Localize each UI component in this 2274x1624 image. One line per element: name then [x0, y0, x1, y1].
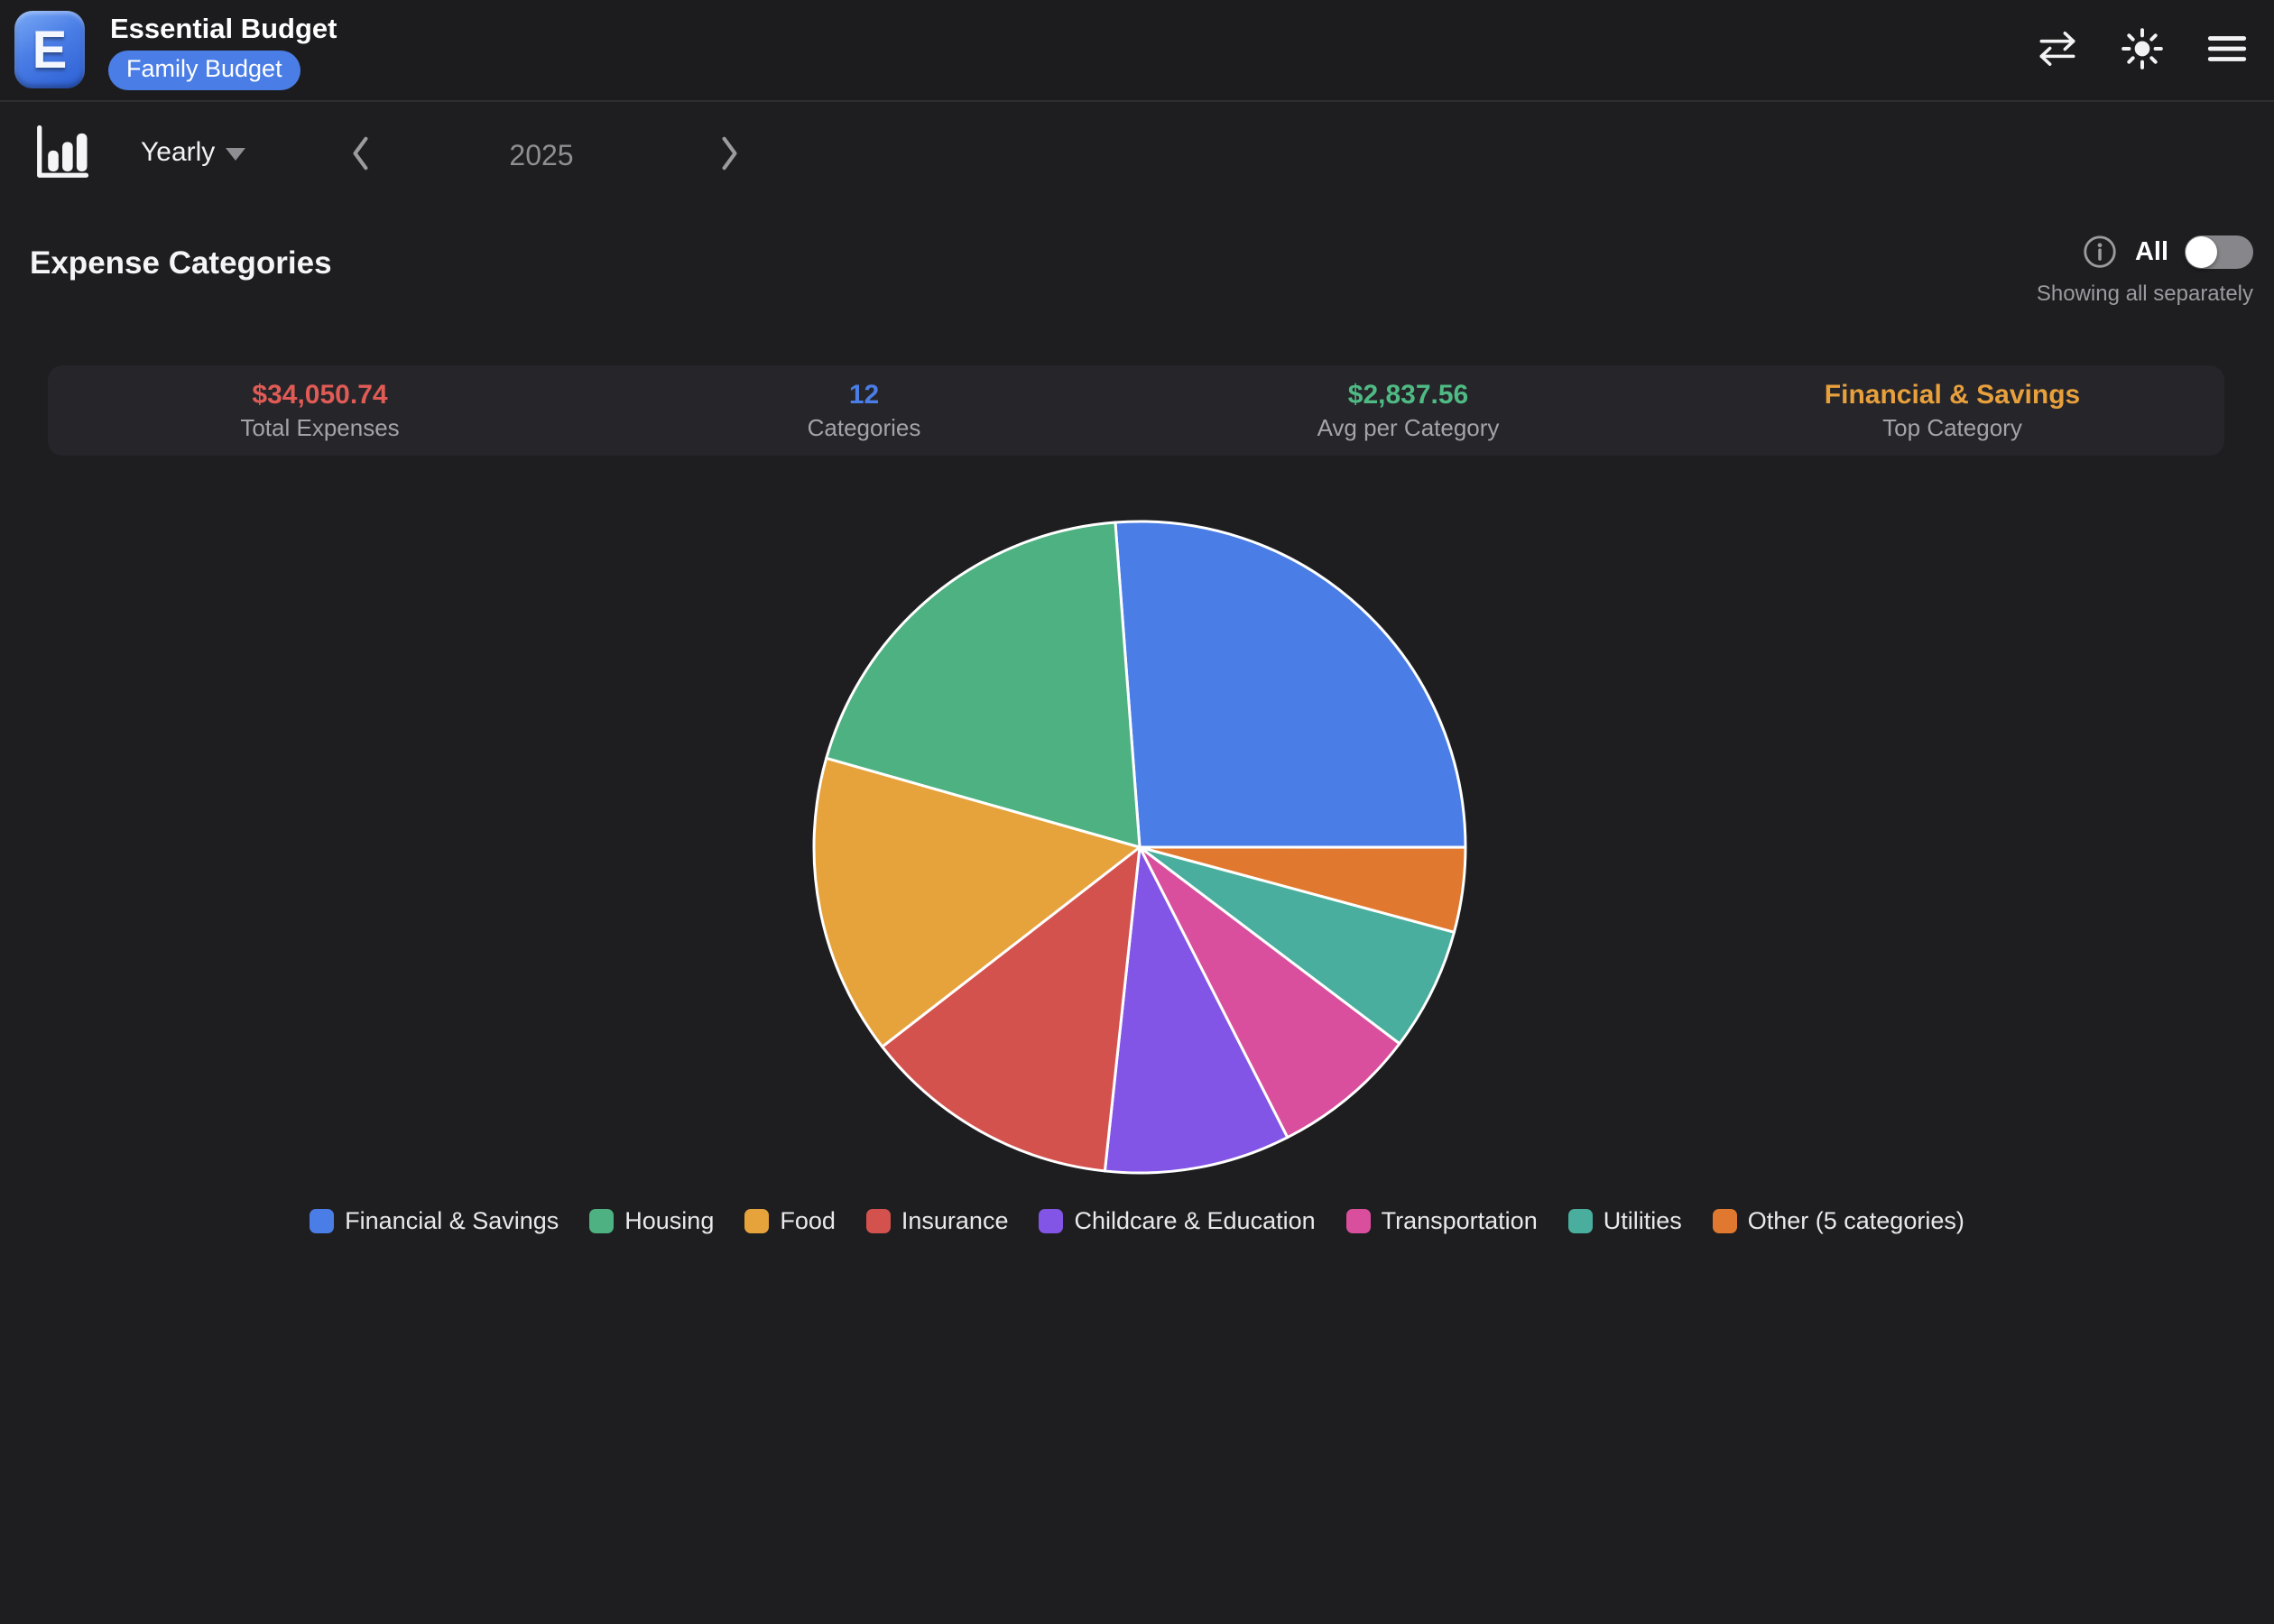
legend-swatch	[1345, 1209, 1371, 1233]
header-actions	[2034, 27, 2251, 74]
pie-slice-financial-savings[interactable]	[1114, 520, 1467, 849]
legend-item-transportation[interactable]: Transportation	[1345, 1207, 1538, 1235]
period-type-dropdown[interactable]: Yearly	[141, 137, 246, 168]
legend-swatch	[1039, 1209, 1064, 1233]
chart-type-button[interactable]	[25, 119, 97, 191]
pie-slice-childcare-education[interactable]	[1103, 845, 1290, 1175]
page-title: Expense Categories	[30, 245, 332, 281]
current-period-label: 2025	[509, 139, 574, 171]
pie-slice-transportation[interactable]	[1138, 845, 1401, 1140]
toggle-status-text: Showing all separately	[2036, 281, 2253, 306]
legend-label: Insurance	[901, 1207, 1009, 1234]
stat-value: $2,837.56	[1347, 379, 1469, 410]
swap-arrows-icon	[2035, 26, 2080, 76]
period-type-label: Yearly	[141, 137, 216, 167]
stat-top-category: Financial & Savings Top Category	[1680, 365, 2224, 456]
info-button[interactable]	[2081, 233, 2119, 271]
stat-value: $34,050.74	[252, 379, 388, 410]
legend-swatch	[589, 1209, 615, 1233]
legend-label: Childcare & Education	[1074, 1207, 1316, 1234]
budget-name-badge[interactable]: Family Budget	[108, 51, 300, 90]
expense-pie-chart	[801, 509, 1478, 1186]
toggle-knob	[2186, 235, 2217, 268]
legend-swatch	[744, 1209, 770, 1233]
all-toggle-label: All	[2134, 236, 2168, 266]
stat-value: 12	[848, 379, 880, 410]
sun-icon	[2120, 26, 2165, 76]
stat-label: Total Expenses	[240, 413, 400, 441]
bar-chart-icon	[27, 119, 96, 192]
combine-toggle-controls: All	[2081, 233, 2253, 271]
transfer-swap-button[interactable]	[2034, 27, 2081, 74]
legend-swatch	[1712, 1209, 1737, 1233]
chart-legend: Financial & Savings Housing Food Insurance C…	[0, 1207, 2274, 1235]
legend-label: Utilities	[1603, 1207, 1682, 1234]
legend-label: Transportation	[1381, 1207, 1538, 1234]
logo-letter: E	[32, 20, 68, 79]
chevron-down-icon	[226, 148, 246, 161]
legend-label: Housing	[624, 1207, 715, 1234]
pie-slice-utilities[interactable]	[1138, 845, 1456, 1046]
legend-item-housing[interactable]: Housing	[589, 1207, 714, 1235]
app-logo: E	[14, 11, 85, 88]
legend-swatch	[1567, 1209, 1593, 1233]
summary-stats-bar: $34,050.74 Total Expenses 12 Categories $2,8…	[48, 365, 2224, 456]
legend-item-utilities[interactable]: Utilities	[1567, 1207, 1682, 1235]
legend-item-financial-savings[interactable]: Financial & Savings	[310, 1207, 559, 1235]
pie-slice-food[interactable]	[812, 756, 1142, 1048]
hamburger-menu-icon	[2205, 26, 2250, 76]
legend-item-food[interactable]: Food	[744, 1207, 836, 1235]
stat-label: Avg per Category	[1317, 413, 1500, 441]
app-title: Essential Budget	[110, 13, 337, 44]
stat-avg-per-category: $2,837.56 Avg per Category	[1136, 365, 1680, 456]
next-period-button[interactable]	[707, 132, 751, 179]
chevron-left-icon	[349, 134, 373, 178]
all-toggle-switch[interactable]	[2185, 235, 2253, 269]
menu-button[interactable]	[2204, 27, 2251, 74]
stat-label: Categories	[807, 413, 921, 441]
pie-slice-housing[interactable]	[825, 521, 1142, 849]
chevron-right-icon	[717, 134, 741, 178]
legend-swatch	[310, 1209, 335, 1233]
legend-item-childcare-education[interactable]: Childcare & Education	[1039, 1207, 1316, 1235]
legend-item-other-5-categories[interactable]: Other (5 categories)	[1712, 1207, 1964, 1235]
legend-label: Food	[780, 1207, 836, 1234]
legend-item-insurance[interactable]: Insurance	[865, 1207, 1009, 1235]
stat-value: Financial & Savings	[1824, 379, 2081, 410]
theme-toggle-button[interactable]	[2119, 27, 2166, 74]
previous-period-button[interactable]	[339, 132, 383, 179]
app-header: E Essential Budget Family Budget	[0, 0, 2274, 102]
stat-total-expenses: $34,050.74 Total Expenses	[48, 365, 592, 456]
pie-slice-insurance[interactable]	[881, 845, 1142, 1173]
stat-label: Top Category	[1882, 413, 2022, 441]
legend-swatch	[865, 1209, 891, 1233]
legend-label: Other (5 categories)	[1747, 1207, 1964, 1234]
stat-categories: 12 Categories	[592, 365, 1136, 456]
legend-label: Financial & Savings	[345, 1207, 559, 1234]
period-toolbar: Yearly 2025	[0, 115, 2274, 197]
